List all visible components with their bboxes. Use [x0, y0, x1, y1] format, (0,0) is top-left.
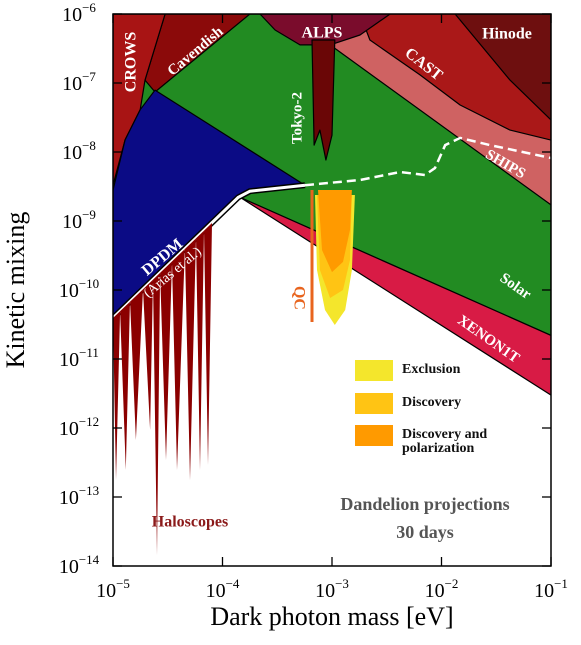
tick-base: 10 — [425, 580, 445, 602]
legend-label: Discovery and polarization — [402, 427, 488, 456]
legend-swatch — [355, 360, 393, 381]
region-edge — [113, 183, 306, 320]
tick-label: 10−9 — [62, 207, 96, 233]
tick-base: 10 — [315, 580, 335, 602]
x-axis-label: Dark photon mass [eV] — [210, 602, 453, 631]
plot-area — [113, 14, 551, 556]
tick-label: 10−3 — [315, 576, 349, 602]
tick-label: 10−8 — [62, 138, 96, 164]
tick-base: 10 — [59, 280, 79, 302]
curve — [304, 136, 551, 187]
annotation: Dandelion projections — [340, 494, 509, 514]
region-label: Haloscopes — [152, 514, 228, 531]
tick-exponent: −6 — [82, 0, 96, 15]
tick-base: 10 — [59, 418, 79, 440]
tick-label: 10−6 — [62, 0, 96, 26]
tick-exponent: −3 — [335, 576, 349, 591]
tick-exponent: −14 — [79, 552, 100, 567]
tick-base: 10 — [62, 4, 82, 26]
curve-label: QC — [290, 286, 307, 310]
region-label: ALPS — [302, 25, 343, 42]
tick-exponent: −1 — [554, 576, 568, 591]
legend-swatch — [355, 393, 393, 414]
tick-base: 10 — [59, 487, 79, 509]
tick-label: 10−13 — [59, 483, 99, 509]
exclusion-region — [454, 14, 551, 121]
projection-region — [318, 190, 352, 273]
legend-label: Exclusion — [402, 362, 461, 377]
tick-base: 10 — [62, 211, 82, 233]
tick-label: 10−12 — [59, 414, 99, 440]
tick-label: 10−7 — [62, 69, 96, 95]
tick-exponent: −4 — [226, 576, 240, 591]
tick-base: 10 — [59, 556, 79, 578]
tick-label: 10−2 — [425, 576, 459, 602]
region-label: CROWS — [123, 32, 140, 93]
tick-base: 10 — [62, 142, 82, 164]
tick-exponent: −8 — [82, 138, 96, 153]
tick-exponent: −10 — [79, 276, 99, 291]
legend-label: Discovery — [402, 395, 462, 410]
tick-base: 10 — [534, 580, 554, 602]
exclusion-region — [311, 39, 336, 161]
tick-base: 10 — [206, 580, 226, 602]
annotation: 30 days — [396, 522, 454, 542]
tick-label: 10−10 — [59, 276, 99, 302]
tick-exponent: −11 — [79, 345, 99, 360]
tick-base: 10 — [59, 349, 79, 371]
tick-exponent: −13 — [79, 483, 99, 498]
region-label: Tokyo-2 — [289, 92, 305, 144]
tick-exponent: −7 — [82, 69, 96, 84]
exclusion-region — [113, 223, 212, 556]
tick-base: 10 — [62, 73, 82, 95]
legend-swatch — [355, 425, 393, 446]
axes: 10−5 10−4 10−3 10−2 10−110−610−710−810−910−1… — [59, 0, 568, 602]
tick-label: 10−11 — [59, 345, 99, 371]
tick-exponent: −2 — [445, 576, 459, 591]
y-axis-label: Kinetic mixing — [1, 212, 30, 369]
region-label: Hinode — [482, 26, 532, 43]
tick-exponent: −9 — [82, 207, 96, 222]
tick-exponent: −12 — [79, 414, 99, 429]
tick-base: 10 — [96, 580, 116, 602]
tick-label: 10−4 — [206, 576, 240, 602]
tick-label: 10−14 — [59, 552, 100, 578]
tick-label: 10−1 — [534, 576, 568, 602]
tick-label: 10−5 — [96, 576, 130, 602]
tick-exponent: −5 — [116, 576, 130, 591]
exclusion-region — [239, 196, 551, 396]
